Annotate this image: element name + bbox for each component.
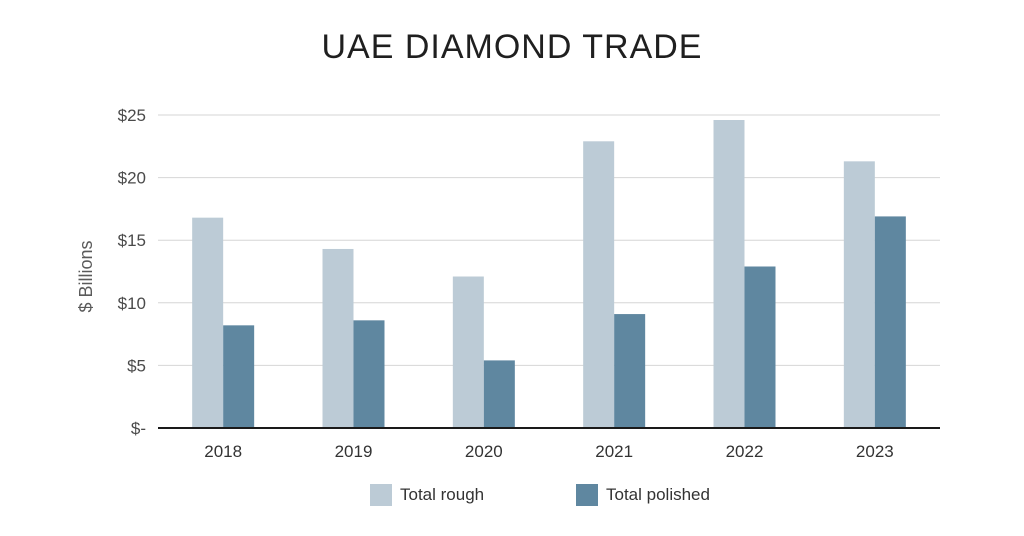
y-tick-label: $10 — [118, 294, 146, 313]
legend-swatch-total-rough — [370, 484, 392, 506]
bar-total-polished-2018 — [223, 325, 255, 428]
legend-swatch-total-polished — [576, 484, 598, 506]
y-tick-label: $20 — [118, 169, 146, 188]
bar-total-rough-2023 — [843, 161, 875, 428]
bar-total-polished-2023 — [874, 216, 906, 428]
legend-item-total-polished: Total polished — [576, 484, 710, 506]
x-axis-ticks: 2018 2019 2020 2021 2022 2023 — [204, 442, 893, 461]
y-tick-label: $5 — [127, 356, 146, 375]
x-tick-label: 2020 — [465, 442, 503, 461]
x-tick-label: 2018 — [204, 442, 242, 461]
legend-label-total-rough: Total rough — [400, 485, 485, 504]
x-tick-label: 2019 — [335, 442, 373, 461]
x-tick-label: 2021 — [595, 442, 633, 461]
bar-total-polished-2022 — [744, 266, 776, 428]
bar-total-polished-2020 — [483, 360, 515, 428]
bar-total-rough-2020 — [452, 276, 484, 428]
y-tick-label: $15 — [118, 231, 146, 250]
x-tick-label: 2022 — [726, 442, 764, 461]
legend: Total rough Total polished — [0, 484, 1024, 508]
gridlines — [158, 114, 940, 366]
bar-total-rough-2022 — [713, 120, 745, 429]
bar-total-polished-2019 — [353, 320, 385, 428]
chart-title: UAE DIAMOND TRADE — [321, 28, 703, 66]
bar-total-rough-2018 — [192, 217, 224, 428]
y-tick-label: $25 — [118, 106, 146, 125]
bar-total-rough-2021 — [583, 141, 615, 429]
legend-item-total-rough: Total rough — [370, 484, 484, 506]
bars — [192, 120, 906, 429]
y-axis-ticks: $- $5 $10 $15 $20 $25 — [118, 106, 146, 438]
x-tick-label: 2023 — [856, 442, 894, 461]
y-tick-label: $- — [131, 419, 146, 438]
y-axis-label: $ Billions — [76, 240, 96, 312]
bar-total-rough-2019 — [322, 248, 354, 428]
legend-label-total-polished: Total polished — [606, 485, 710, 504]
bar-total-polished-2021 — [614, 314, 646, 428]
